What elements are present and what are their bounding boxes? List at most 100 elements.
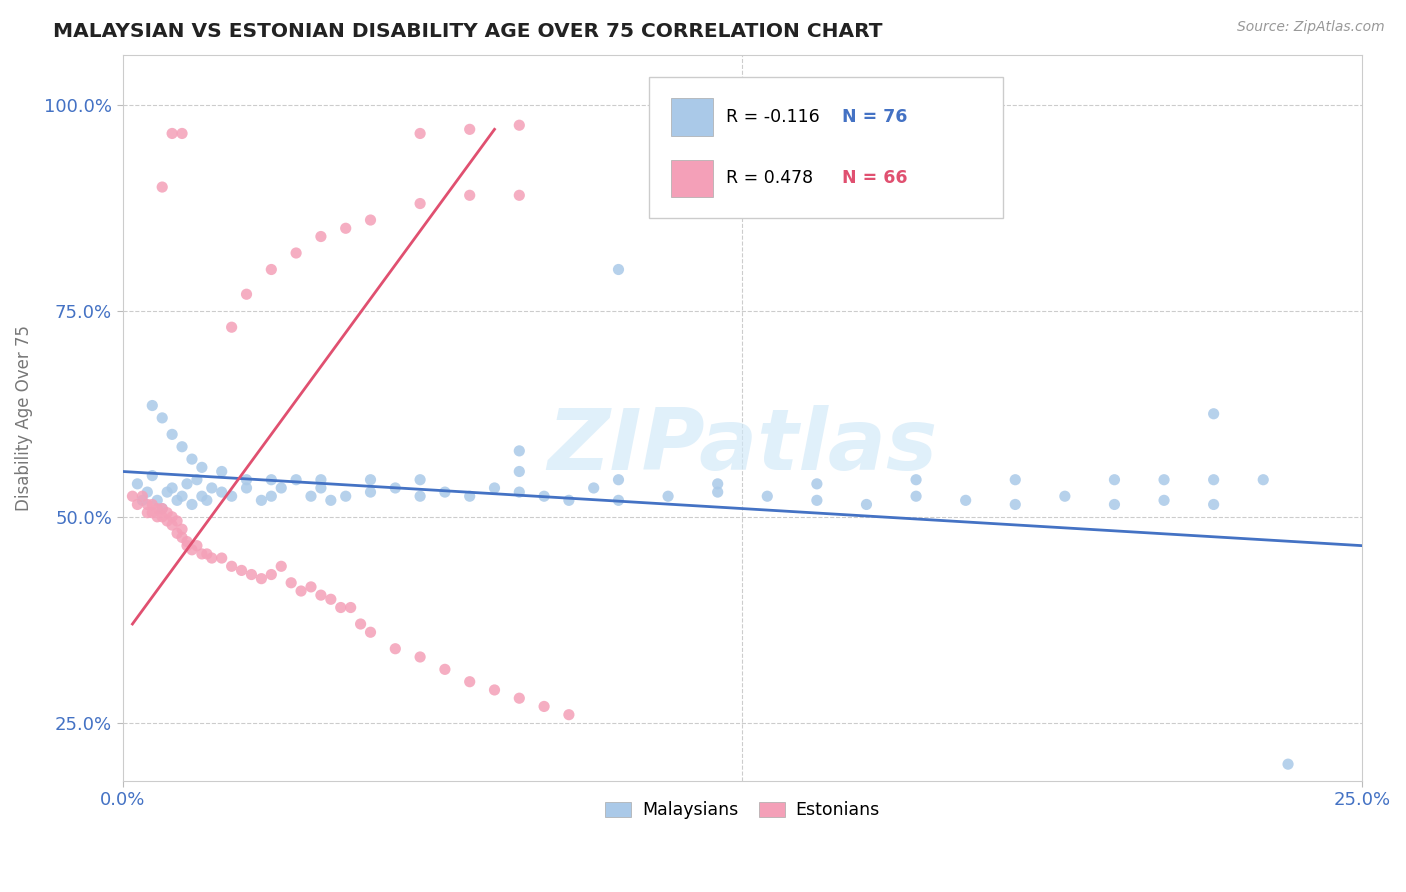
- Point: [484, 481, 506, 495]
- Text: R = -0.116: R = -0.116: [727, 108, 820, 126]
- Point: [235, 481, 257, 495]
- Point: [170, 531, 193, 545]
- Point: [533, 489, 555, 503]
- Point: [458, 489, 481, 503]
- Point: [240, 567, 263, 582]
- Point: [146, 493, 169, 508]
- Point: [146, 501, 169, 516]
- Point: [806, 493, 828, 508]
- Point: [319, 493, 342, 508]
- Point: [260, 262, 283, 277]
- Text: N = 76: N = 76: [842, 108, 907, 126]
- Point: [141, 498, 163, 512]
- Point: [221, 320, 243, 334]
- Point: [433, 485, 456, 500]
- Point: [1153, 473, 1175, 487]
- Point: [349, 617, 371, 632]
- Point: [231, 563, 253, 577]
- Point: [191, 460, 214, 475]
- Point: [384, 641, 406, 656]
- Point: [160, 127, 183, 141]
- Point: [235, 287, 257, 301]
- Point: [176, 539, 198, 553]
- Point: [290, 584, 312, 599]
- Point: [1104, 498, 1126, 512]
- Point: [186, 539, 208, 553]
- Point: [1004, 473, 1026, 487]
- Point: [127, 476, 149, 491]
- Point: [409, 489, 432, 503]
- Point: [136, 506, 159, 520]
- Point: [170, 522, 193, 536]
- Point: [1053, 489, 1076, 503]
- Point: [131, 493, 153, 508]
- Point: [955, 493, 977, 508]
- Point: [508, 443, 530, 458]
- Point: [150, 501, 173, 516]
- Point: [360, 625, 382, 640]
- Point: [855, 498, 877, 512]
- Point: [339, 600, 361, 615]
- Text: R = 0.478: R = 0.478: [727, 169, 814, 187]
- Text: ZIPatlas: ZIPatlas: [547, 406, 938, 489]
- Point: [1277, 757, 1299, 772]
- Point: [533, 699, 555, 714]
- Point: [409, 650, 432, 665]
- Point: [484, 682, 506, 697]
- Point: [127, 498, 149, 512]
- Point: [458, 674, 481, 689]
- Point: [181, 452, 204, 467]
- Point: [191, 489, 214, 503]
- Point: [260, 489, 283, 503]
- Point: [201, 481, 224, 495]
- Point: [156, 514, 179, 528]
- Point: [285, 473, 308, 487]
- Point: [607, 262, 630, 277]
- Point: [756, 489, 779, 503]
- Point: [280, 575, 302, 590]
- Point: [607, 473, 630, 487]
- Point: [1153, 493, 1175, 508]
- Point: [905, 489, 928, 503]
- Point: [329, 600, 352, 615]
- Point: [195, 547, 218, 561]
- Point: [181, 498, 204, 512]
- Point: [706, 476, 728, 491]
- Point: [146, 509, 169, 524]
- Point: [211, 465, 233, 479]
- Point: [309, 229, 332, 244]
- Point: [195, 493, 218, 508]
- Point: [156, 485, 179, 500]
- Point: [285, 246, 308, 260]
- Point: [335, 489, 357, 503]
- FancyBboxPatch shape: [671, 98, 713, 136]
- Point: [905, 473, 928, 487]
- Point: [150, 180, 173, 194]
- Point: [170, 127, 193, 141]
- Legend: Malaysians, Estonians: Malaysians, Estonians: [599, 795, 887, 826]
- Point: [160, 481, 183, 495]
- FancyBboxPatch shape: [671, 160, 713, 197]
- Point: [360, 473, 382, 487]
- Point: [558, 707, 581, 722]
- Point: [136, 498, 159, 512]
- Point: [309, 588, 332, 602]
- Point: [335, 221, 357, 235]
- Point: [160, 427, 183, 442]
- Point: [409, 127, 432, 141]
- Point: [166, 514, 188, 528]
- Point: [221, 559, 243, 574]
- Point: [201, 551, 224, 566]
- Point: [582, 481, 605, 495]
- Point: [806, 476, 828, 491]
- Point: [176, 476, 198, 491]
- Point: [141, 399, 163, 413]
- Point: [299, 580, 322, 594]
- Point: [508, 465, 530, 479]
- Point: [458, 188, 481, 202]
- Point: [508, 188, 530, 202]
- Point: [260, 473, 283, 487]
- Point: [319, 592, 342, 607]
- Point: [235, 473, 257, 487]
- Point: [211, 485, 233, 500]
